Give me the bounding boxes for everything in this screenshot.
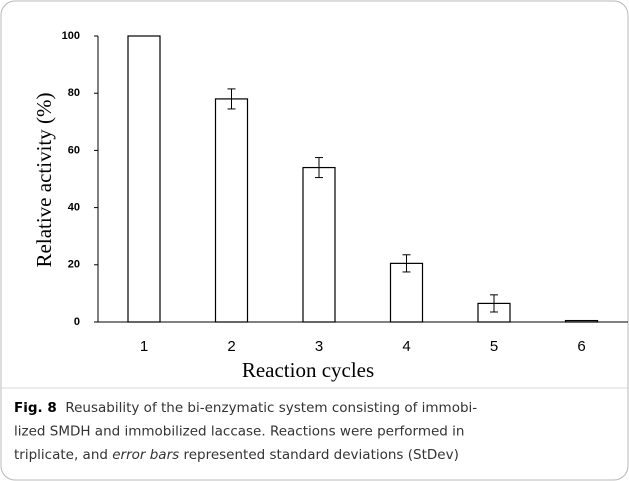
caption-space [57,400,66,416]
caption-text: Reusability of the bi-enzymatic system c… [65,400,477,416]
caption-line: Fig. 8 Reusability of the bi-enzymatic s… [14,400,477,416]
y-tick-label: 80 [68,87,80,99]
x-tick-label: 3 [315,338,323,355]
y-tick-label: 100 [62,30,80,42]
error-bar [490,294,498,313]
caption-text: represented standard deviations (StDev) [179,447,459,463]
x-tick-label: 6 [577,338,585,355]
x-axis-label: Reaction cycles [242,358,374,382]
y-tick-label: 40 [68,202,80,214]
error-bar [402,254,411,273]
bar [302,166,336,323]
error-bar [227,88,236,110]
caption-label: Fig. 8 [14,400,57,416]
x-tick-label: 4 [402,338,410,355]
caption-line: lized SMDH and immobilized laccase. Reac… [14,424,464,440]
caption-text: triplicate, and [14,447,112,463]
caption-text: lized SMDH and immobilized laccase. Reac… [14,424,464,440]
bar [214,98,249,323]
x-tick-label: 1 [140,338,148,355]
bar [564,319,599,323]
x-tick-label: 2 [227,338,235,355]
caption-line: triplicate, and error bars represented s… [14,447,459,463]
bar [127,35,161,323]
caption: Fig. 8 Reusability of the bi-enzymatic s… [0,387,629,463]
x-tick-label: 5 [490,338,498,355]
y-axis-label: Relative activity (%) [32,93,56,268]
caption-text: error bars [112,447,179,463]
y-tick-label: 60 [68,144,80,156]
y-tick-label: 0 [74,316,80,328]
error-bar [315,157,323,179]
y-tick-label: 20 [68,259,80,271]
